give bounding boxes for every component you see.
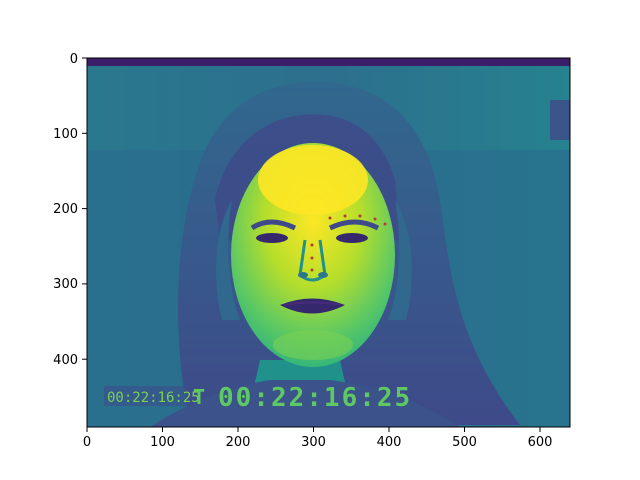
- shoulders: [150, 380, 460, 427]
- x-axis: 0 100 200 300 400 500 600: [83, 427, 553, 450]
- top-strip: [87, 58, 570, 66]
- face-image: 00:22:16:25 T 00:22:16:25: [87, 58, 570, 427]
- right-eyebrow: [328, 219, 380, 231]
- x-tick-label: 500: [452, 435, 477, 450]
- left-eye: [256, 233, 288, 243]
- timecode-large: 00:22:16:25: [218, 383, 412, 413]
- x-tick-label: 600: [528, 435, 553, 450]
- y-tick-label: 300: [53, 277, 78, 292]
- y-axis: 0 100 200 300 400: [53, 52, 87, 368]
- x-tick-label: 400: [377, 435, 402, 450]
- x-tick-label: 100: [150, 435, 175, 450]
- right-eye: [336, 233, 368, 243]
- x-tick-label: 0: [83, 435, 91, 450]
- y-tick-label: 100: [53, 127, 78, 142]
- y-tick-label: 200: [53, 202, 78, 217]
- landmark-points: [310, 214, 387, 272]
- timecode-small: 00:22:16:25: [107, 390, 200, 406]
- y-tick-label: 400: [53, 353, 78, 368]
- left-eyebrow: [250, 219, 297, 231]
- timecode-prefix: T: [193, 385, 205, 409]
- x-tick-label: 200: [226, 435, 251, 450]
- y-tick-label: 0: [70, 52, 78, 67]
- axes-frame: [86, 57, 571, 428]
- x-tick-label: 300: [301, 435, 326, 450]
- mouth: [280, 298, 345, 314]
